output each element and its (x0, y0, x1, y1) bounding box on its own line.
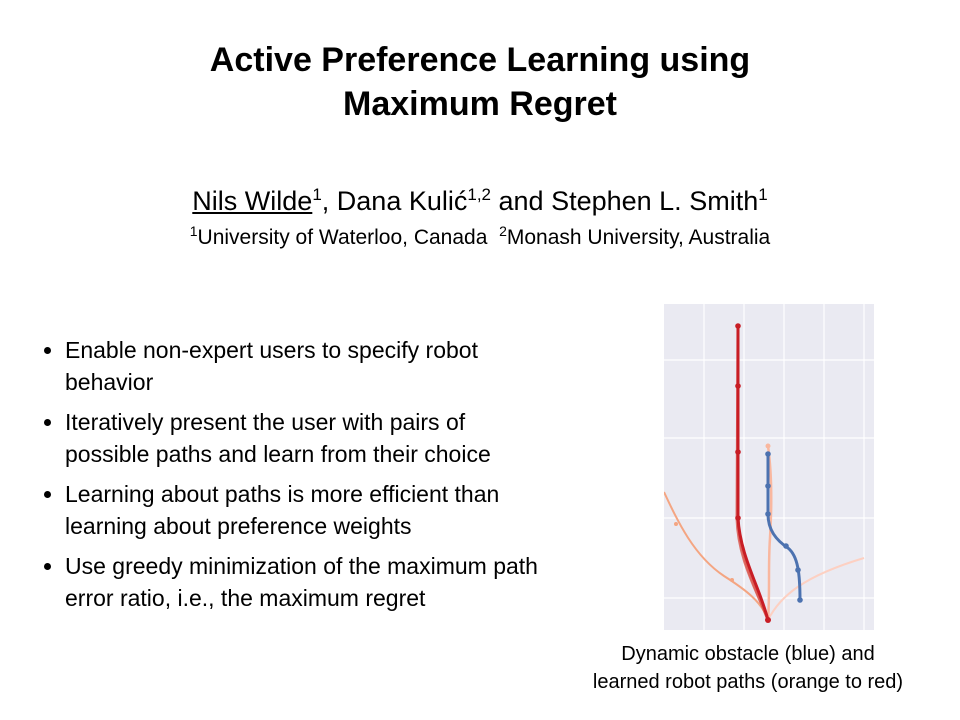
robot-path-orange-left (663, 491, 769, 621)
bullet-dot-icon (44, 419, 51, 426)
bullet-item: Use greedy minimization of the maximum p… (40, 550, 630, 614)
bullet-text-line: behavior (65, 369, 154, 395)
affiliation-waterloo: University of Waterloo, Canada (197, 226, 488, 249)
dynamic-obstacle-path (766, 454, 802, 601)
path-goal-point (765, 617, 771, 623)
path-waypoint (735, 449, 741, 455)
author-nils-wilde: Nils Wilde (192, 186, 313, 216)
path-waypoint (674, 522, 678, 526)
bullet-text-line: Use greedy minimization of the maximum p… (65, 553, 538, 579)
figure-caption: Dynamic obstacle (blue) and learned robo… (548, 640, 948, 696)
bullet-text-line: possible paths and learn from their choi… (65, 441, 491, 467)
bullet-text-line: error ratio, i.e., the maximum regret (65, 585, 426, 611)
bullet-text-line: Iteratively present the user with pairs … (65, 409, 466, 435)
bullet-text-line: learning about preference weights (65, 513, 412, 539)
bullet-item: Enable non-expert users to specify robot… (40, 334, 630, 398)
bullet-item: Iteratively present the user with pairs … (40, 406, 630, 470)
path-figure (663, 304, 874, 630)
plot-grid (664, 304, 874, 630)
author-separator-1: , (321, 186, 337, 216)
author3-affiliation-mark: 1 (758, 185, 768, 204)
obstacle-waypoint (797, 597, 803, 603)
robot-path-short-orange (766, 445, 773, 621)
bullet-dot-icon (44, 491, 51, 498)
bullet-text-line: Enable non-expert users to specify robot (65, 337, 478, 363)
affiliation-1-mark: 1 (189, 223, 198, 239)
robot-path-red (736, 326, 770, 621)
slide-title: Active Preference Learning using Maximum… (0, 38, 960, 126)
bullet-dot-icon (44, 347, 51, 354)
path-waypoint (735, 515, 741, 521)
obstacle-waypoint (765, 483, 771, 489)
caption-line-2: learned robot paths (orange to red) (592, 671, 904, 693)
obstacle-waypoint (765, 451, 771, 457)
author2-affiliation-mark: 1,2 (467, 185, 492, 204)
author-list: Nils Wilde1, Dana Kulić1,2 and Stephen L… (0, 184, 960, 218)
path-waypoint (735, 383, 741, 389)
author1-affiliation-mark: 1 (312, 185, 322, 204)
bullet-text-line: Learning about paths is more efficient t… (65, 481, 500, 507)
caption-line-1: Dynamic obstacle (blue) and (621, 643, 875, 665)
obstacle-waypoint (783, 543, 789, 549)
bullet-list: Enable non-expert users to specify robot… (40, 334, 630, 622)
author-separator-2: and (491, 186, 552, 216)
author-dana-kulic: Dana Kulić (336, 186, 468, 216)
path-waypoint (765, 443, 771, 449)
obstacle-waypoint (795, 567, 801, 573)
bullet-item: Learning about paths is more efficient t… (40, 478, 630, 542)
title-line-1: Active Preference Learning using (209, 41, 751, 79)
obstacle-waypoint (765, 511, 771, 517)
affiliation-2-mark: 2 (499, 223, 507, 239)
bullet-dot-icon (44, 563, 51, 570)
path-waypoint (735, 323, 741, 329)
path-plot (663, 304, 874, 630)
title-line-2: Maximum Regret (343, 85, 617, 123)
affiliation-monash: Monash University, Australia (506, 226, 771, 249)
path-waypoint (730, 578, 734, 582)
author-stephen-smith: Stephen L. Smith (551, 186, 759, 216)
affiliations: 1University of Waterloo, Canada 2Monash … (0, 224, 960, 252)
robot-path-lightest (767, 557, 865, 621)
